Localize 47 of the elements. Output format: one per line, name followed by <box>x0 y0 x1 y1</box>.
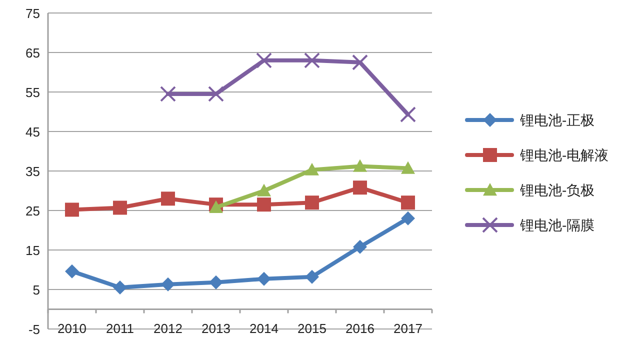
point <box>161 277 175 292</box>
x-tick-label: 2013 <box>202 321 230 336</box>
point <box>160 86 176 102</box>
legend-label: 锂电池-隔膜 <box>519 217 595 233</box>
point <box>400 106 416 123</box>
point <box>256 52 272 68</box>
x-tick-label: 2017 <box>394 321 422 336</box>
point <box>401 161 415 174</box>
y-tick-label: 55 <box>26 85 40 100</box>
x-tick-label: 2012 <box>154 321 182 336</box>
point <box>161 192 175 206</box>
y-tick-label: 15 <box>26 243 40 258</box>
y-tick-label: 65 <box>26 46 40 60</box>
x-tick-label: 2014 <box>250 321 278 336</box>
point <box>257 184 271 196</box>
legend-label: 锂电池-正极 <box>519 112 595 128</box>
y-tick-label: 75 <box>26 6 40 21</box>
point <box>353 159 367 172</box>
point <box>353 240 367 254</box>
x-tick-label: 2016 <box>346 321 374 336</box>
point <box>113 200 127 215</box>
point <box>257 198 271 212</box>
point <box>209 275 223 290</box>
legend-label: 锂电池-负极 <box>519 182 595 198</box>
y-tick-label: 45 <box>26 124 40 140</box>
x-tick-label: 2011 <box>106 321 134 336</box>
point <box>113 280 127 295</box>
point <box>208 86 224 102</box>
y-tick-label: 25 <box>26 204 40 218</box>
x-tick-label: 2015 <box>298 321 326 336</box>
point <box>304 52 320 68</box>
point <box>305 196 319 210</box>
y-tick-label: 35 <box>26 164 40 179</box>
point <box>401 211 415 226</box>
point <box>305 270 319 284</box>
point <box>401 196 415 210</box>
point <box>305 162 319 176</box>
legend-label: 锂电池-电解液 <box>519 147 609 163</box>
point <box>65 202 79 217</box>
point <box>352 54 368 70</box>
point <box>353 180 367 195</box>
point <box>209 200 223 213</box>
y-tick-label: 5 <box>32 282 40 298</box>
x-tick-label: 2010 <box>58 321 86 336</box>
y-tick-label: -5 <box>28 322 40 337</box>
point <box>257 272 271 286</box>
point <box>65 264 79 278</box>
